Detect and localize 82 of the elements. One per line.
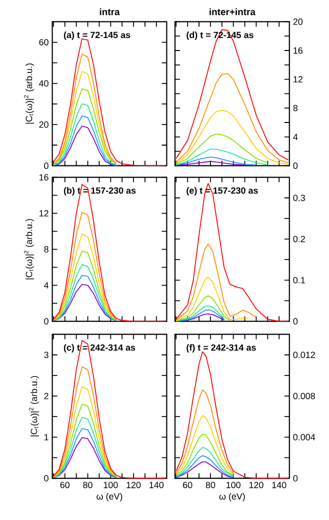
y-tick-label: 0.1	[293, 276, 305, 284]
x-tick-label: 120	[126, 482, 141, 488]
x-tick-label: 60	[60, 482, 70, 488]
line-series	[176, 415, 234, 475]
line-series	[176, 73, 289, 164]
line-series	[176, 134, 268, 165]
line-series	[176, 434, 234, 476]
line-series	[52, 366, 117, 478]
x-tick-label: 100	[226, 482, 240, 488]
x-tick-label: 140	[272, 482, 286, 488]
x-tick-label: 60	[183, 482, 192, 488]
y-tick-label: 0.012	[293, 352, 315, 358]
y-tick-label: 0	[293, 475, 298, 482]
y-tick-label: 0	[293, 162, 298, 169]
chart-title: intra	[100, 8, 120, 16]
x-tick-label: 80	[83, 482, 92, 488]
y-tick-label: 16	[294, 47, 303, 54]
line-series	[176, 29, 289, 160]
line-series	[176, 156, 257, 166]
annotation: (b) t = 157-230 as	[64, 187, 136, 196]
y-tick-label: 0.008	[293, 392, 315, 400]
line-series	[52, 103, 117, 166]
annotation: (f) t = 242-314 as	[186, 344, 256, 352]
x-tick-label: 80	[206, 482, 216, 488]
x-tick-label: 100	[104, 482, 118, 488]
line-series	[176, 447, 234, 477]
y-tick-label: 60	[39, 39, 48, 46]
line-series	[176, 244, 257, 321]
x-axis-title: ω (eV)	[96, 493, 122, 502]
y-tick-label: 0.3	[293, 194, 305, 202]
y-tick-label: 20	[39, 121, 48, 128]
line-series	[176, 305, 225, 322]
y-tick-label: 4	[293, 134, 298, 140]
line-series	[176, 309, 225, 322]
line-series	[52, 428, 117, 478]
line-series	[52, 212, 117, 320]
line-series	[176, 295, 230, 322]
line-series	[176, 389, 234, 474]
y-tick-label: 2	[44, 392, 48, 400]
y-tick-label: 0	[293, 318, 298, 324]
line-series	[176, 110, 289, 165]
y-tick-label: 0	[44, 318, 48, 324]
y-axis-title: |C$_{t}$(ω)|$^{2}$ (arb.u.)	[29, 376, 39, 436]
chart-title: inter+intra	[210, 8, 256, 16]
annotation: (c) t = 242-314 as	[64, 344, 136, 352]
line-series	[52, 54, 117, 165]
line-series	[52, 234, 117, 321]
line-series	[52, 416, 117, 478]
line-series	[52, 250, 117, 321]
y-axis-title: |C$_{t}$(ω)|$^{2}$ (arb.u.)	[24, 219, 34, 280]
y-tick-label: 12	[39, 210, 48, 216]
annotation: (a) t = 72-145 as	[64, 32, 130, 40]
y-tick-label: 1	[44, 434, 48, 440]
x-axis-title: ω (eV)	[219, 493, 245, 502]
line-series	[52, 264, 117, 321]
y-tick-label: 0.004	[293, 434, 316, 440]
y-tick-label: 16	[39, 174, 48, 180]
y-tick-label: 0.2	[293, 236, 305, 242]
y-tick-label: 8	[293, 104, 298, 112]
line-series	[52, 88, 117, 165]
line-series	[176, 148, 268, 166]
line-series	[176, 276, 249, 321]
x-tick-label: 140	[150, 482, 164, 488]
y-tick-label: 3	[44, 352, 48, 358]
line-series	[52, 126, 117, 166]
line-series	[176, 461, 234, 478]
y-tick-label: 40	[39, 80, 48, 87]
x-tick-label: 120	[249, 482, 264, 488]
line-series	[176, 455, 234, 478]
line-series	[52, 184, 166, 322]
line-series	[52, 71, 117, 165]
y-tick-label: 0	[44, 162, 48, 169]
y-tick-label: 20	[293, 18, 303, 25]
line-series	[52, 437, 117, 478]
y-axis-title: |C$_{t}$(ω)|$^{2}$ (arb.u.)	[24, 64, 34, 124]
line-series	[52, 404, 117, 478]
y-tick-label: 8	[44, 246, 48, 252]
y-tick-label: 0	[44, 475, 48, 482]
line-series	[52, 115, 117, 166]
y-tick-label: 12	[294, 76, 302, 82]
line-series	[52, 386, 117, 478]
y-tick-label: 4	[44, 282, 49, 288]
